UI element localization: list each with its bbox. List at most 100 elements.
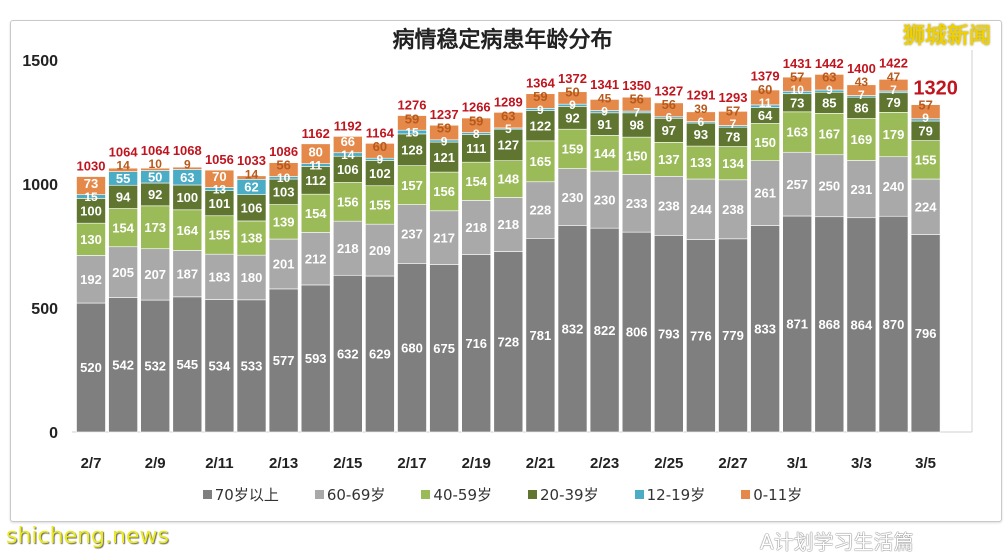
total-label: 1064	[109, 144, 139, 159]
legend-label: 12-19岁	[646, 486, 706, 504]
data-label: 173	[144, 220, 166, 235]
bar-segment	[236, 220, 267, 256]
bar-segment	[525, 93, 556, 109]
bar-segment	[140, 299, 170, 433]
data-label: 59	[437, 121, 451, 136]
data-label: 98	[629, 118, 643, 133]
legend-item: 20-39岁	[528, 484, 599, 505]
bar-segment	[846, 160, 877, 219]
data-label: 716	[465, 336, 487, 351]
total-label: 1422	[879, 56, 908, 71]
bar-segment	[525, 140, 556, 183]
data-label: 56	[276, 157, 290, 172]
data-label: 73	[790, 95, 804, 110]
data-label: 56	[629, 92, 643, 107]
bar-segment	[814, 74, 845, 91]
data-label: 15	[405, 125, 419, 139]
bar-segment	[686, 145, 716, 180]
data-label: 224	[915, 199, 937, 214]
data-label: 154	[112, 220, 134, 235]
data-label: 593	[305, 351, 327, 366]
data-label: 14	[245, 167, 259, 181]
data-label: 231	[851, 182, 873, 197]
data-label: 779	[722, 328, 744, 343]
x-tick-label: 2/27	[718, 455, 747, 472]
data-label: 781	[530, 328, 552, 343]
data-label: 155	[209, 228, 231, 243]
bar-segment	[365, 223, 395, 277]
bar-segment	[236, 175, 267, 180]
bar-segment	[718, 238, 748, 433]
bar-segment	[332, 274, 363, 433]
data-label: 47	[887, 70, 901, 84]
x-tick-label: 2/21	[526, 455, 555, 472]
watermark-bottom-left: shicheng.news	[6, 524, 169, 549]
data-label: 148	[497, 172, 519, 187]
bar-segment	[846, 217, 877, 433]
bar-segment	[814, 113, 845, 156]
data-label: 93	[694, 127, 708, 142]
data-label: 127	[497, 138, 519, 153]
legend-label: 20-39岁	[540, 486, 599, 504]
bar-segment	[846, 118, 877, 161]
x-tick-label: 2/23	[590, 455, 619, 472]
data-label: 85	[822, 95, 836, 110]
data-label: 534	[209, 358, 231, 373]
bar-segment	[300, 166, 331, 195]
total-label: 1291	[686, 88, 715, 103]
data-label: 822	[594, 323, 616, 338]
bar-segment	[268, 162, 299, 177]
bar-segment	[429, 124, 459, 141]
total-label: 1327	[654, 83, 683, 98]
data-label: 155	[915, 153, 937, 168]
total-label: 1192	[334, 118, 362, 133]
data-label: 138	[241, 231, 263, 246]
legend-swatch	[528, 490, 538, 499]
data-label: 63	[501, 108, 515, 123]
total-label: 1341	[590, 77, 619, 92]
bar-segment	[589, 99, 620, 111]
data-label: 59	[533, 89, 547, 104]
data-label: 9	[377, 153, 384, 167]
bar-segment	[397, 133, 427, 166]
x-tick-label: 2/7	[81, 455, 102, 472]
data-label: 6	[698, 115, 705, 129]
data-label: 106	[337, 162, 359, 177]
bar-segment	[365, 143, 395, 159]
bar-segment	[750, 160, 780, 226]
data-label: 91	[597, 117, 611, 132]
bar-segment	[397, 263, 427, 433]
data-label: 50	[565, 84, 579, 99]
data-label: 163	[786, 125, 808, 140]
total-label: 1431	[783, 56, 812, 71]
data-label: 180	[241, 270, 263, 285]
bar-segment	[300, 193, 331, 233]
data-label: 257	[786, 177, 808, 192]
data-label: 218	[497, 217, 519, 232]
bar-segment	[172, 166, 203, 170]
data-label: 632	[337, 346, 359, 361]
bar-segment	[557, 225, 588, 433]
bar-segment	[300, 284, 331, 433]
data-label: 121	[433, 150, 455, 165]
data-label: 134	[722, 156, 744, 171]
bar-segment	[718, 111, 748, 126]
bar-segment	[686, 111, 716, 122]
data-label: 111	[466, 141, 486, 156]
legend-label: 0-11岁	[753, 486, 803, 504]
data-label: 11	[759, 96, 772, 110]
data-label: 78	[726, 130, 740, 145]
bar-segment	[108, 297, 138, 433]
data-label: 201	[273, 257, 295, 272]
bar-segment	[268, 204, 299, 240]
x-tick-label: 2/17	[397, 455, 426, 472]
total-label: 1266	[462, 100, 491, 115]
data-label: 9	[601, 104, 608, 118]
data-label: 261	[754, 186, 776, 201]
data-label: 100	[176, 190, 198, 205]
data-label: 164	[176, 223, 198, 238]
bar-segment	[653, 102, 684, 118]
data-label: 59	[469, 113, 483, 128]
data-label: 871	[786, 317, 808, 332]
bar-segment	[300, 232, 331, 286]
